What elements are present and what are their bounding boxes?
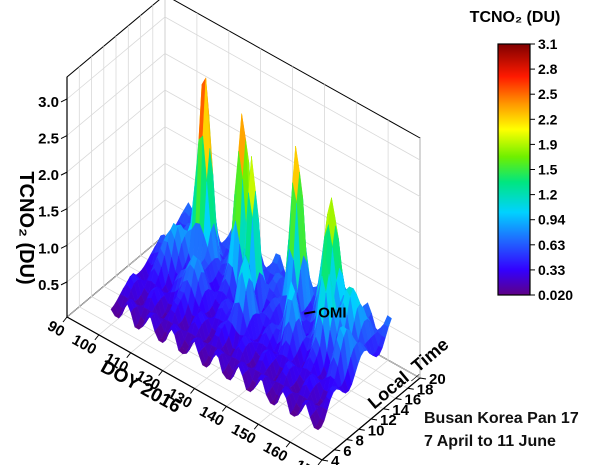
z-tick bbox=[60, 98, 68, 103]
x-tick bbox=[221, 406, 227, 412]
z-tick-label: 1.5 bbox=[38, 204, 59, 221]
z-axis-title: TCNO₂ (DU) bbox=[15, 171, 37, 284]
colorbar-tick-label: 2.5 bbox=[538, 86, 558, 102]
z-tick-label: 0.5 bbox=[38, 277, 59, 294]
colorbar-gradient bbox=[497, 43, 531, 296]
y-tick bbox=[334, 449, 341, 452]
y-tick-label: 18 bbox=[417, 381, 434, 398]
x-tick-label: 140 bbox=[197, 403, 227, 430]
x-tick-label: 160 bbox=[260, 439, 290, 465]
colorbar-tick-label: 1.9 bbox=[538, 136, 558, 152]
surface-cell bbox=[313, 424, 322, 431]
x-tick-label: 100 bbox=[69, 331, 99, 358]
x-tick bbox=[253, 423, 259, 430]
z-tick bbox=[60, 208, 68, 213]
omi-marker bbox=[304, 310, 316, 315]
y-tick-label: 4 bbox=[331, 453, 340, 465]
y-tick bbox=[346, 439, 353, 441]
z-tick bbox=[60, 171, 68, 176]
y-tick bbox=[407, 387, 414, 390]
z-tick bbox=[60, 281, 68, 286]
x-tick-label: 90 bbox=[44, 318, 67, 341]
x-tick bbox=[94, 334, 100, 341]
colorbar-tick-label: 1.2 bbox=[538, 187, 558, 203]
colorbar-tick-label: 2.2 bbox=[538, 111, 558, 127]
y-tick bbox=[358, 428, 365, 431]
colorbar-tick-label: 0.63 bbox=[538, 237, 565, 253]
grid-line-y bbox=[78, 66, 335, 451]
x-tick bbox=[62, 316, 68, 323]
colorbar-title: TCNO₂ (DU) bbox=[470, 9, 561, 26]
colorbar-tick-label: 0.94 bbox=[538, 212, 565, 228]
x-tick bbox=[285, 441, 291, 448]
y-tick bbox=[321, 459, 329, 462]
y-tick-label: 10 bbox=[368, 422, 385, 439]
colorbar-tick-label: 1.5 bbox=[538, 162, 558, 178]
x-tick bbox=[158, 370, 164, 376]
y-tick bbox=[419, 377, 427, 380]
z-tick bbox=[60, 135, 68, 139]
y-tick bbox=[383, 408, 390, 411]
y-tick-label: 14 bbox=[392, 402, 409, 419]
surface-layer bbox=[110, 77, 392, 431]
caption-line-1: Busan Korea Pan 17 bbox=[424, 410, 579, 427]
y-tick-label: 16 bbox=[405, 392, 422, 409]
y-tick-label: 8 bbox=[356, 433, 364, 450]
z-tick-label: 3.0 bbox=[38, 94, 59, 111]
y-tick bbox=[370, 418, 378, 421]
z-tick bbox=[60, 244, 68, 249]
colorbar-tick-label: 0.33 bbox=[538, 262, 565, 278]
colorbar-tick-label: 2.8 bbox=[538, 61, 558, 77]
colorbar: 3.1 2.8 2.5 2.2 1.9 1.5 1.2 0.94 0.63 0.33 0.020 TC… bbox=[470, 9, 574, 303]
z-tick-label: 2.0 bbox=[38, 167, 59, 184]
x-tick bbox=[126, 352, 132, 359]
x-tick-label: 170 bbox=[292, 456, 322, 465]
y-tick-label: 20 bbox=[429, 371, 446, 388]
x-tick bbox=[190, 388, 195, 394]
caption-line-2: 7 April to 11 June bbox=[424, 433, 556, 450]
colorbar-tick-label: 0.020 bbox=[538, 287, 573, 303]
colorbar-tick-label: 3.1 bbox=[538, 36, 558, 52]
x-tick-label: 150 bbox=[228, 421, 258, 448]
omi-annotation: OMI bbox=[318, 305, 346, 322]
y-tick-label: 12 bbox=[380, 412, 397, 429]
z-tick-label: 2.5 bbox=[38, 131, 59, 148]
z-tick-label: 1.0 bbox=[38, 240, 59, 257]
x-tick bbox=[317, 459, 323, 465]
grid-line-y bbox=[91, 56, 347, 440]
y-tick-label: 6 bbox=[343, 443, 351, 460]
y-tick bbox=[395, 398, 402, 400]
